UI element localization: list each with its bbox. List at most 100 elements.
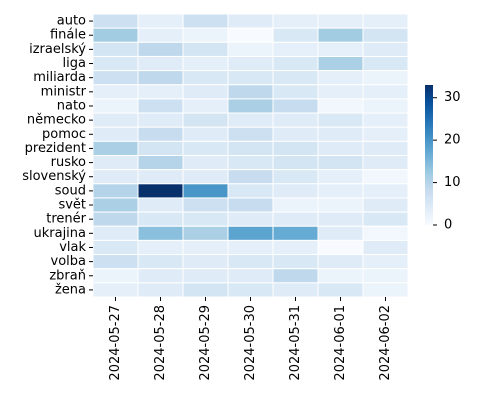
heatmap-cell xyxy=(137,254,184,270)
heatmap-cell xyxy=(362,41,409,57)
heatmap-cell xyxy=(137,211,184,227)
heatmap-cell xyxy=(317,197,364,213)
heatmap-cell xyxy=(272,211,319,227)
y-tick-label: německo xyxy=(27,113,86,128)
heatmap-cell xyxy=(137,183,184,199)
heatmap-cell xyxy=(137,13,184,29)
x-tick-label: 2024-05-29 xyxy=(198,305,213,381)
heatmap-cell xyxy=(272,70,319,86)
heatmap-cell xyxy=(362,211,409,227)
heatmap-cell xyxy=(272,140,319,157)
heatmap-cell xyxy=(92,84,139,100)
y-tick-label: finále xyxy=(50,28,86,43)
heatmap-cell xyxy=(227,84,274,100)
heatmap-cell xyxy=(317,27,364,43)
heatmap-cell xyxy=(317,126,364,142)
heatmap-cell xyxy=(137,41,184,57)
heatmap-cell xyxy=(317,254,364,270)
x-tick-labels: 2024-05-27 2024-05-28 2024-05-29 2024-05-30… xyxy=(108,297,393,381)
heatmap-cell xyxy=(227,155,274,171)
heatmap-cell xyxy=(92,13,139,29)
heatmap-cell xyxy=(137,112,184,128)
heatmap-cell xyxy=(272,126,319,142)
heatmap-cell xyxy=(317,41,364,57)
heatmap-cell xyxy=(92,27,139,43)
heatmap-cell xyxy=(272,225,319,241)
y-tick-label: soud xyxy=(55,183,86,198)
heatmap-cell xyxy=(227,13,274,29)
heatmap-cell xyxy=(362,84,409,100)
colorbar-tick-label: 30 xyxy=(444,90,461,105)
heatmap-cell xyxy=(272,169,319,185)
heatmap-cell xyxy=(182,211,229,227)
y-tick-label: volba xyxy=(51,254,86,269)
heatmap-cell xyxy=(272,27,319,43)
heatmap-cell xyxy=(272,239,319,256)
heatmap-cell xyxy=(227,98,274,114)
heatmap-cell xyxy=(272,13,319,29)
y-tick-label: miliarda xyxy=(33,70,86,85)
heatmap-cell xyxy=(182,155,229,171)
heatmap-cell xyxy=(362,155,409,171)
heatmap-cell xyxy=(272,41,319,57)
heatmap-cell xyxy=(272,197,319,213)
y-tick-label: izraelský xyxy=(29,42,86,57)
heatmap-cell xyxy=(362,70,409,86)
heatmap-cell xyxy=(137,126,184,142)
heatmap-cell xyxy=(272,268,319,284)
heatmap-cell xyxy=(362,169,409,185)
heatmap-cell xyxy=(182,112,229,128)
heatmap-cell xyxy=(317,98,364,114)
x-tick-label: 2024-06-01 xyxy=(333,305,348,381)
heatmap-cell xyxy=(137,282,184,298)
heatmap-cell xyxy=(317,169,364,185)
x-tick-label: 2024-05-30 xyxy=(243,305,258,381)
heatmap-cell xyxy=(317,55,364,72)
heatmap-cell xyxy=(137,98,184,114)
y-tick-label: ukrajina xyxy=(33,226,86,241)
y-tick-label: vlak xyxy=(59,240,86,255)
heatmap-cell xyxy=(362,13,409,29)
heatmap-cell xyxy=(362,126,409,142)
heatmap-cell xyxy=(92,70,139,86)
heatmap-cell xyxy=(317,268,364,284)
heatmap-cell xyxy=(182,140,229,157)
heatmap-cells xyxy=(92,13,409,298)
heatmap-cell xyxy=(272,254,319,270)
heatmap-cell xyxy=(227,169,274,185)
heatmap-cell xyxy=(227,254,274,270)
heatmap-cell xyxy=(92,169,139,185)
y-tick-label: auto xyxy=(57,14,86,29)
x-tick-label: 2024-05-28 xyxy=(153,305,168,381)
heatmap-cell xyxy=(317,13,364,29)
heatmap-cell xyxy=(137,268,184,284)
heatmap-cell xyxy=(317,155,364,171)
heatmap-cell xyxy=(182,84,229,100)
heatmap-cell xyxy=(92,225,139,241)
heatmap-cell xyxy=(317,239,364,256)
heatmap-cell xyxy=(227,41,274,57)
y-tick-label: zbraň xyxy=(49,268,86,283)
heatmap-cell xyxy=(227,112,274,128)
colorbar-tick-label: 0 xyxy=(444,218,452,233)
heatmap-cell xyxy=(227,211,274,227)
heatmap-cell xyxy=(182,70,229,86)
heatmap-cell xyxy=(137,84,184,100)
y-tick-label: slovenský xyxy=(22,169,86,184)
heatmap-cell xyxy=(182,13,229,29)
heatmap-cell xyxy=(92,126,139,142)
heatmap-cell xyxy=(227,27,274,43)
heatmap-cell xyxy=(182,282,229,298)
heatmap-cell xyxy=(227,225,274,241)
heatmap-cell xyxy=(227,183,274,199)
colorbar: 0 10 20 30 xyxy=(425,85,461,233)
heatmap-cell xyxy=(227,197,274,213)
heatmap-cell xyxy=(137,239,184,256)
y-tick-label: trenér xyxy=(46,212,86,227)
y-tick-label: nato xyxy=(57,98,86,113)
heatmap-cell xyxy=(272,112,319,128)
heatmap-cell xyxy=(317,70,364,86)
heatmap-cell xyxy=(227,70,274,86)
